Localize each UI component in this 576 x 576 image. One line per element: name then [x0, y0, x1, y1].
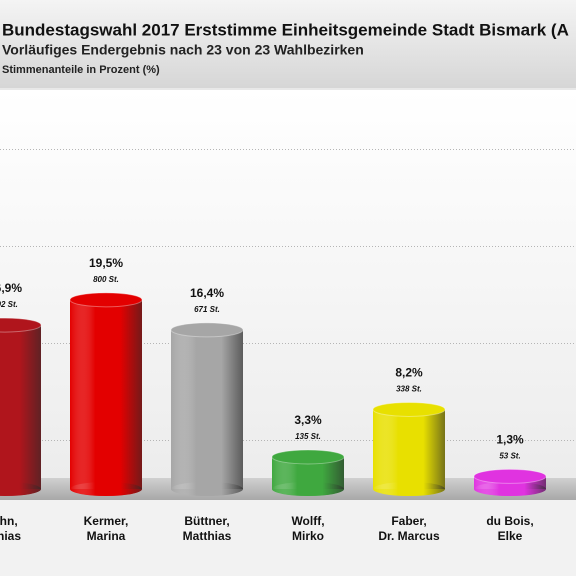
bar-top: [0, 317, 42, 333]
x-tick-label: tthias: [0, 529, 21, 543]
bar-top: [372, 401, 446, 417]
vote-label: 338 St.: [396, 385, 422, 394]
bar-shade: [373, 409, 445, 489]
bar-top: [271, 449, 345, 465]
bar-bottom-shade: [373, 482, 445, 496]
vote-label: 671 St.: [194, 305, 220, 314]
bar-bottom-shade: [474, 482, 546, 496]
bar-shade: [70, 299, 142, 489]
x-tick-label: Marina: [87, 529, 126, 543]
value-label: 16,4%: [190, 286, 224, 300]
vote-label: 53 St.: [499, 451, 520, 460]
bar-bottom-shade: [171, 482, 243, 496]
bar-group: [0, 317, 42, 496]
y-axis-label: Stimmenanteile in Prozent (%): [2, 64, 160, 76]
x-tick-label: Mirko: [292, 529, 324, 543]
value-label: 8,2%: [395, 366, 423, 380]
vote-label: 800 St.: [93, 275, 119, 284]
chart-subtitle: Vorläufiges Endergebnis nach 23 von 23 W…: [2, 42, 364, 58]
x-tick-label: Elke: [498, 529, 523, 543]
bar-group: [69, 292, 143, 496]
bar-group: [473, 468, 547, 496]
header: [0, 0, 576, 88]
value-label: 3,3%: [294, 413, 322, 427]
bar-bottom-shade: [272, 482, 344, 496]
vote-label: 692 St.: [0, 300, 18, 309]
bar-bottom-shade: [0, 482, 41, 496]
vote-label: 135 St.: [295, 432, 321, 441]
x-tick-label: Büttner,: [184, 514, 229, 528]
x-tick-label: Wolff,: [291, 514, 324, 528]
bar-shade: [171, 329, 243, 489]
value-label: 1,3%: [496, 433, 524, 447]
bar-group: [372, 401, 446, 496]
bar-bottom-shade: [70, 482, 142, 496]
value-label: 19,5%: [89, 256, 123, 270]
value-label: 16,9%: [0, 281, 22, 295]
bar-group: [271, 449, 345, 496]
bar-top: [473, 468, 547, 484]
x-tick-label: Matthias: [183, 529, 232, 543]
x-tick-label: öhn,: [0, 514, 18, 528]
bar-top: [170, 322, 244, 338]
chart-title: Bundestagswahl 2017 Erststimme Einheitsg…: [2, 20, 569, 39]
x-tick-label: du Bois,: [486, 514, 533, 528]
x-tick-label: Kermer,: [84, 514, 129, 528]
bar-top: [69, 292, 143, 308]
bar-group: [170, 322, 244, 496]
bar-shade: [0, 325, 41, 489]
x-tick-label: Faber,: [391, 514, 426, 528]
label-area: [0, 500, 576, 576]
x-tick-label: Dr. Marcus: [378, 529, 440, 543]
